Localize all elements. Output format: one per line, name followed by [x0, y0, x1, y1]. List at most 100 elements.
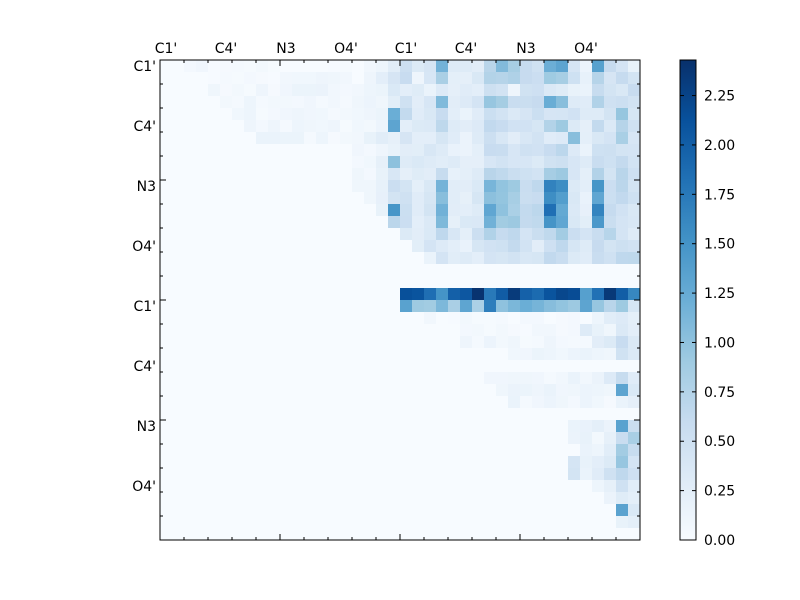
- heatmap-cell: [268, 72, 281, 85]
- heatmap-cell: [604, 312, 617, 325]
- heatmap-cell: [376, 348, 389, 361]
- heatmap-cell: [460, 336, 473, 349]
- heatmap-cell: [532, 180, 545, 193]
- heatmap-cell: [580, 264, 593, 277]
- heatmap-cell: [580, 108, 593, 121]
- heatmap-cell: [556, 300, 569, 313]
- heatmap-cell: [328, 444, 341, 457]
- heatmap-cell: [508, 168, 521, 181]
- heatmap-cell: [340, 432, 353, 445]
- heatmap-cell: [628, 144, 641, 157]
- heatmap-cell: [160, 252, 173, 265]
- heatmap-cell: [472, 432, 485, 445]
- heatmap-cell: [196, 444, 209, 457]
- heatmap-cell: [628, 180, 641, 193]
- heatmap-cell: [592, 312, 605, 325]
- heatmap-cell: [448, 96, 461, 109]
- heatmap-cell: [616, 300, 629, 313]
- heatmap-cell: [292, 168, 305, 181]
- heatmap-cell: [208, 348, 221, 361]
- heatmap-cell: [280, 204, 293, 217]
- heatmap-cell: [388, 504, 401, 517]
- heatmap-cell: [616, 324, 629, 337]
- heatmap-cell: [184, 180, 197, 193]
- heatmap-cell: [304, 504, 317, 517]
- heatmap-cell: [520, 468, 533, 481]
- heatmap-cell: [496, 72, 509, 85]
- heatmap-cell: [412, 324, 425, 337]
- heatmap-cell: [244, 204, 257, 217]
- heatmap-cell: [376, 372, 389, 385]
- heatmap-cell: [160, 444, 173, 457]
- heatmap-cell: [424, 456, 437, 469]
- heatmap-cell: [376, 180, 389, 193]
- heatmap-cell: [400, 216, 413, 229]
- heatmap-cell: [628, 120, 641, 133]
- heatmap-cell: [196, 96, 209, 109]
- heatmap-cell: [172, 468, 185, 481]
- heatmap-cell: [388, 324, 401, 337]
- heatmap-cell: [556, 408, 569, 421]
- heatmap-cell: [328, 384, 341, 397]
- heatmap-cell: [220, 468, 233, 481]
- heatmap-cell: [280, 348, 293, 361]
- heatmap-cell: [412, 300, 425, 313]
- heatmap-cell: [292, 288, 305, 301]
- heatmap-cell: [352, 420, 365, 433]
- heatmap-cell: [472, 420, 485, 433]
- heatmap-cell: [364, 108, 377, 121]
- heatmap-cell: [364, 528, 377, 541]
- heatmap-cell: [292, 144, 305, 157]
- heatmap-cell: [220, 372, 233, 385]
- heatmap-cell: [196, 168, 209, 181]
- heatmap-cell: [532, 324, 545, 337]
- heatmap-cell: [460, 420, 473, 433]
- heatmap-cell: [436, 360, 449, 373]
- heatmap-cell: [436, 420, 449, 433]
- heatmap-cell: [172, 192, 185, 205]
- heatmap-cell: [388, 108, 401, 121]
- heatmap-cell: [628, 204, 641, 217]
- heatmap-cell: [184, 504, 197, 517]
- heatmap-cell: [376, 156, 389, 169]
- heatmap-cell: [172, 360, 185, 373]
- y-tick-label: C4': [133, 119, 156, 135]
- heatmap-cell: [196, 288, 209, 301]
- heatmap-cell: [352, 156, 365, 169]
- heatmap-cell: [376, 276, 389, 289]
- heatmap-cell: [436, 180, 449, 193]
- heatmap-cell: [532, 504, 545, 517]
- heatmap-cell: [160, 432, 173, 445]
- heatmap-cell: [532, 144, 545, 157]
- heatmap-cell: [244, 420, 257, 433]
- heatmap-cell: [340, 180, 353, 193]
- heatmap-cell: [292, 72, 305, 85]
- heatmap-cell: [436, 372, 449, 385]
- heatmap-cell: [616, 468, 629, 481]
- heatmap-cell: [592, 420, 605, 433]
- heatmap-cell: [568, 456, 581, 469]
- heatmap-cell: [184, 396, 197, 409]
- heatmap-cell: [556, 192, 569, 205]
- heatmap-cell: [472, 348, 485, 361]
- heatmap-cell: [292, 300, 305, 313]
- heatmap-cell: [328, 108, 341, 121]
- heatmap-cell: [232, 444, 245, 457]
- heatmap-cell: [256, 492, 269, 505]
- heatmap-cell: [268, 528, 281, 541]
- heatmap-cell: [232, 264, 245, 277]
- heatmap-cell: [196, 480, 209, 493]
- heatmap-cell: [556, 528, 569, 541]
- heatmap-cell: [436, 60, 449, 73]
- heatmap-cell: [412, 108, 425, 121]
- heatmap-cell: [508, 192, 521, 205]
- heatmap-cell: [388, 348, 401, 361]
- heatmap-cell: [388, 468, 401, 481]
- heatmap-cell: [460, 192, 473, 205]
- heatmap-cell: [184, 276, 197, 289]
- heatmap-cell: [160, 360, 173, 373]
- heatmap-cell: [556, 216, 569, 229]
- heatmap-cell: [352, 504, 365, 517]
- heatmap-cell: [616, 432, 629, 445]
- heatmap-cell: [580, 372, 593, 385]
